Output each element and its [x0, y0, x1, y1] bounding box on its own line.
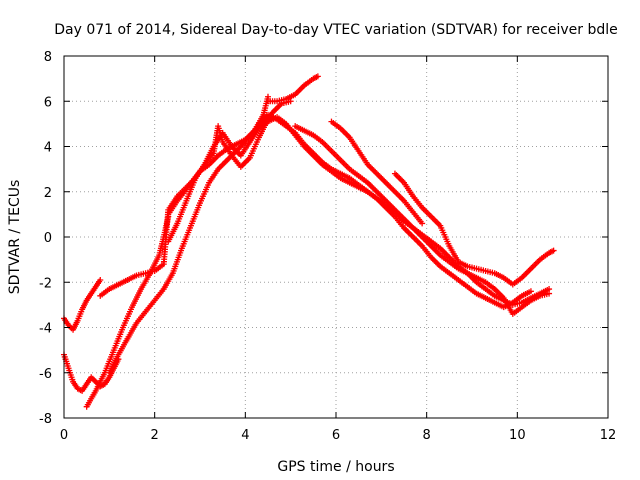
x-tick-label: 6	[332, 428, 340, 443]
y-tick-label: 4	[44, 141, 52, 156]
series-track-3	[83, 213, 172, 410]
tick-layer: 0 2 4 6 8 10 12 -8 -6 -4 -2 0 2 4 6 8	[39, 50, 616, 443]
series-track-6	[165, 114, 271, 245]
x-tick-label: 8	[423, 428, 431, 443]
y-tick-label: -6	[39, 367, 52, 382]
x-tick-label: 0	[60, 428, 68, 443]
series-track-2	[61, 351, 122, 394]
y-tick-label: 2	[44, 186, 52, 201]
y-tick-label: 0	[44, 231, 52, 246]
series-track-12	[328, 118, 426, 227]
data-point	[527, 288, 534, 295]
y-tick-label: -2	[39, 276, 52, 291]
x-tick-label: 12	[600, 428, 617, 443]
series-track-10	[292, 123, 553, 317]
chart-title: Day 071 of 2014, Sidereal Day-to-day VTE…	[54, 22, 618, 38]
y-axis-label: SDTVAR / TECUs	[7, 180, 23, 295]
data-point	[546, 290, 553, 297]
series-layer	[61, 73, 557, 410]
y-tick-label: -4	[39, 322, 52, 337]
data-point	[314, 73, 321, 80]
y-tick-label: 8	[44, 50, 52, 65]
x-tick-label: 4	[241, 428, 249, 443]
y-tick-label: -8	[39, 412, 52, 427]
series-track-1	[61, 276, 104, 333]
series-line	[99, 96, 269, 297]
data-point	[419, 220, 426, 227]
data-point	[97, 276, 104, 283]
series-track-11	[265, 73, 321, 105]
series-track-7	[165, 116, 271, 218]
series-track-13	[391, 170, 557, 288]
data-point	[550, 247, 557, 254]
y-tick-label: 6	[44, 95, 52, 110]
x-axis-label: GPS time / hours	[277, 459, 394, 475]
x-tick-label: 2	[151, 428, 159, 443]
grid-layer	[64, 56, 608, 418]
x-tick-label: 10	[509, 428, 526, 443]
data-point	[287, 98, 294, 105]
